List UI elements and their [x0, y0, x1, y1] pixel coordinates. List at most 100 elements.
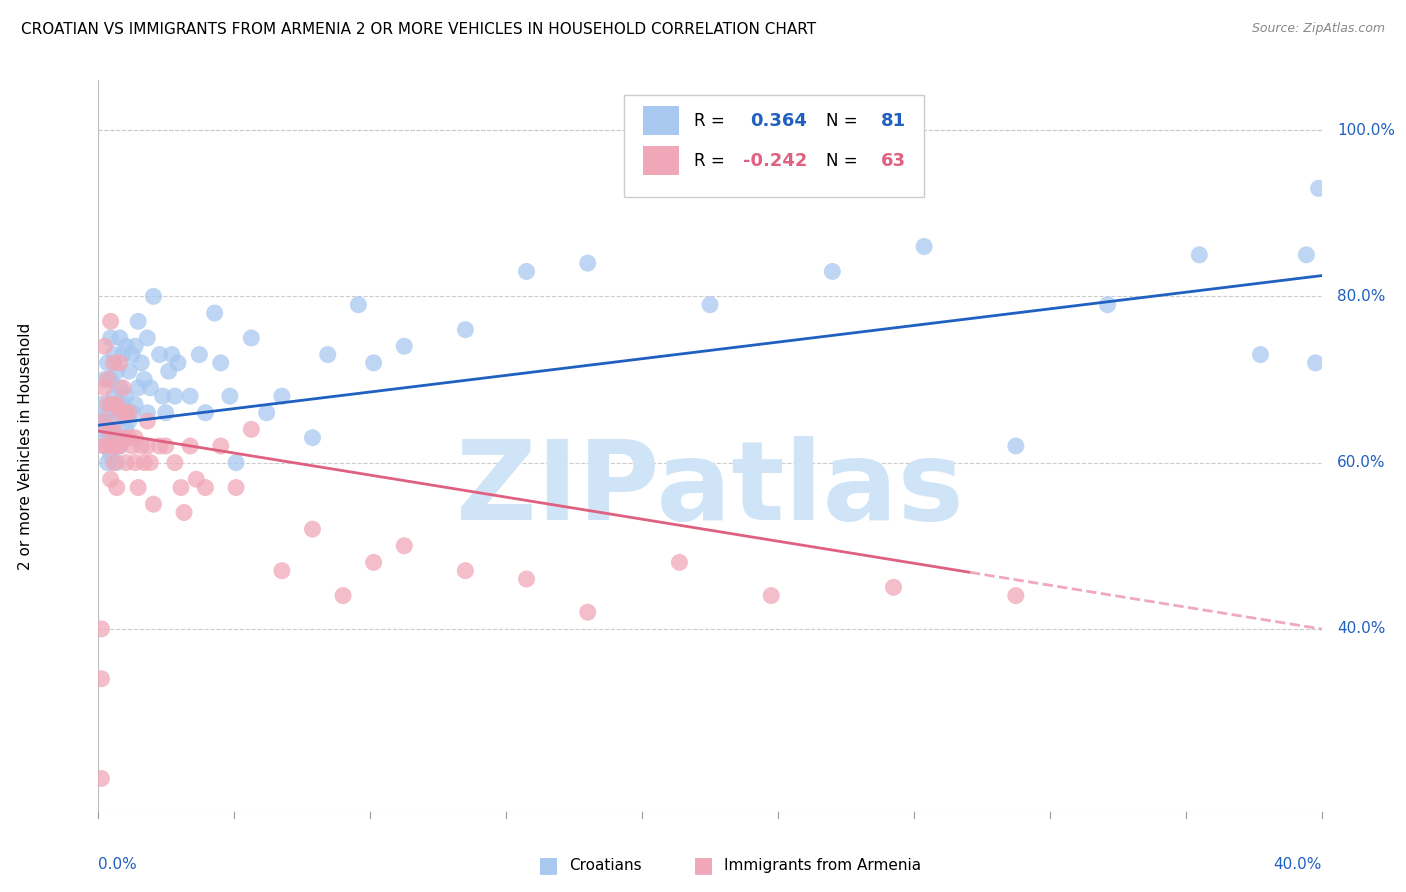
Point	[316, 348, 339, 362]
Text: -0.242: -0.242	[742, 152, 807, 169]
Point	[209, 356, 232, 370]
Point	[136, 331, 159, 345]
Point	[118, 414, 141, 428]
Point	[115, 456, 138, 470]
Point	[155, 439, 177, 453]
Point	[105, 364, 128, 378]
Point	[363, 356, 385, 370]
Text: Immigrants from Armenia: Immigrants from Armenia	[724, 858, 921, 872]
Text: R =: R =	[695, 152, 730, 169]
Point	[105, 431, 128, 445]
Point	[134, 372, 156, 386]
Point	[97, 406, 120, 420]
Point	[363, 555, 385, 569]
Point	[139, 456, 162, 470]
Point	[103, 439, 125, 453]
Point	[392, 539, 416, 553]
Point	[93, 339, 115, 353]
Text: ■: ■	[693, 855, 713, 875]
Point	[152, 389, 174, 403]
Point	[155, 406, 177, 420]
Point	[576, 256, 599, 270]
Text: ■: ■	[538, 855, 558, 875]
Text: 80.0%: 80.0%	[1337, 289, 1385, 304]
Point	[225, 481, 247, 495]
Point	[93, 414, 115, 428]
Point	[883, 580, 905, 594]
Point	[1305, 356, 1327, 370]
Text: 81: 81	[882, 112, 907, 129]
Point	[105, 397, 128, 411]
Point	[100, 422, 122, 436]
Point	[124, 397, 146, 411]
Point	[103, 397, 125, 411]
Text: R =: R =	[695, 112, 735, 129]
Point	[108, 381, 131, 395]
Text: 100.0%: 100.0%	[1337, 123, 1395, 137]
Point	[103, 348, 125, 362]
Point	[129, 356, 152, 370]
Point	[111, 397, 134, 411]
Point	[97, 356, 120, 370]
Point	[108, 406, 131, 420]
Point	[127, 314, 149, 328]
Point	[160, 348, 183, 362]
Point	[912, 239, 935, 253]
Point	[270, 389, 292, 403]
Text: 0.0%: 0.0%	[98, 857, 138, 872]
Text: 2 or more Vehicles in Household: 2 or more Vehicles in Household	[17, 322, 32, 570]
Point	[194, 481, 217, 495]
Point	[516, 264, 538, 278]
Point	[108, 439, 131, 453]
Point	[103, 456, 125, 470]
Point	[142, 497, 165, 511]
Point	[100, 372, 122, 386]
Point	[149, 348, 172, 362]
Point	[115, 389, 138, 403]
Text: Source: ZipAtlas.com: Source: ZipAtlas.com	[1251, 22, 1385, 36]
Point	[134, 456, 156, 470]
Point	[90, 397, 112, 411]
Point	[105, 439, 128, 453]
Point	[100, 397, 122, 411]
Point	[136, 406, 159, 420]
Point	[270, 564, 292, 578]
Point	[111, 431, 134, 445]
Point	[108, 406, 131, 420]
Point	[332, 589, 354, 603]
Point	[111, 381, 134, 395]
Text: 60.0%: 60.0%	[1337, 455, 1385, 470]
Point	[100, 331, 122, 345]
Point	[124, 431, 146, 445]
Bar	[643, 146, 679, 176]
Point	[142, 289, 165, 303]
Point	[225, 456, 247, 470]
Point	[121, 406, 143, 420]
Point	[127, 381, 149, 395]
Point	[90, 422, 112, 436]
Point	[240, 422, 263, 436]
Point	[163, 389, 186, 403]
Point	[301, 522, 323, 536]
Point	[209, 439, 232, 453]
Point	[90, 622, 112, 636]
Point	[108, 439, 131, 453]
Point	[124, 456, 146, 470]
Point	[111, 431, 134, 445]
Point	[97, 397, 120, 411]
Point	[97, 456, 120, 470]
Bar	[643, 106, 679, 136]
Point	[347, 298, 370, 312]
Point	[136, 414, 159, 428]
Point	[100, 447, 122, 461]
Point	[179, 439, 201, 453]
Point	[179, 389, 201, 403]
Point	[103, 389, 125, 403]
Point	[129, 439, 152, 453]
Point	[124, 339, 146, 353]
Point	[167, 356, 190, 370]
Point	[100, 439, 122, 453]
Point	[139, 381, 162, 395]
Point	[93, 439, 115, 453]
Point	[118, 406, 141, 420]
